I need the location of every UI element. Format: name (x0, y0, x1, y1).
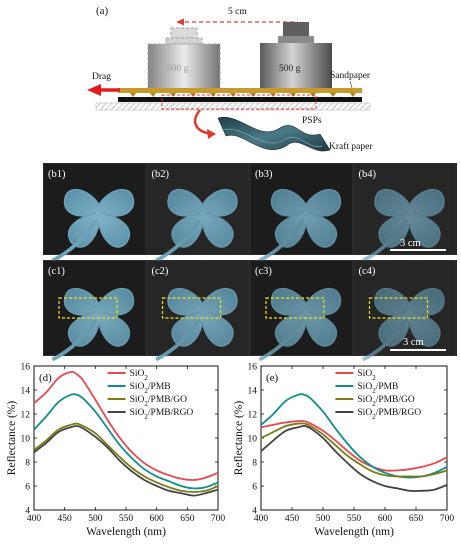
y-tick-label: 4 (252, 506, 257, 516)
photo-b-label: (b1) (48, 169, 66, 180)
drag-label: Drag (92, 72, 111, 82)
scale-bar-b-label: 3 cm (400, 238, 421, 249)
y-tick-label: 12 (248, 410, 258, 420)
distance-label: 5 cm (228, 7, 247, 17)
y-tick-label: 6 (25, 482, 30, 492)
photo-b-label: (b2) (152, 169, 170, 180)
panel-a-label: (a) (96, 5, 109, 17)
y-tick-label: 12 (21, 410, 31, 420)
plot-frame (260, 365, 448, 511)
y-axis-title: Reflectance (%) (6, 401, 18, 476)
x-tick-label: 700 (211, 514, 226, 524)
distance-arrow (176, 18, 298, 26)
photo-c-cell: (c3) (250, 260, 353, 362)
photo-b-cell: (b4) (353, 163, 457, 263)
x-tick-label: 600 (378, 514, 393, 524)
panel-a: (a) 5 cm 500 g 500 g (87, 5, 373, 152)
kraft-label: Kraft paper (329, 141, 373, 152)
photo-b-cell: (b1) (43, 163, 146, 263)
y-tick-label: 10 (21, 434, 31, 444)
legend-label: SiO2/PMB (357, 382, 398, 395)
psps-illustration (217, 116, 331, 152)
panel-label: (e) (266, 372, 279, 384)
x-tick-label: 650 (409, 514, 424, 524)
series-line (260, 393, 448, 479)
x-tick-label: 400 (254, 514, 269, 524)
y-tick-label: 8 (252, 458, 257, 468)
y-axis-title: Reflectance (%) (233, 401, 245, 476)
series-line (33, 370, 219, 481)
wear-region (265, 297, 325, 319)
x-tick-label: 550 (119, 514, 134, 524)
photo-c-cell: (c4) (353, 260, 457, 362)
x-tick-label: 450 (285, 514, 300, 524)
x-tick-label: 700 (440, 514, 455, 524)
weight-solid-label: 500 g (279, 64, 301, 74)
legend-label: SiO2/PMB (130, 382, 171, 395)
x-tick-label: 650 (180, 514, 195, 524)
chart-e: 400 450 500 550 600 650 700 4 6 8 10 12 14 16 Waveleng… (233, 362, 454, 538)
legend-label: SiO2 (357, 369, 376, 382)
series-line (260, 420, 448, 472)
y-tick-label: 16 (248, 362, 258, 372)
weight-solid-icon (260, 22, 332, 91)
wear-region (161, 297, 222, 319)
x-tick-label: 450 (58, 514, 73, 524)
weight-ghost-icon (147, 27, 221, 91)
photo-c-label: (c3) (255, 266, 272, 277)
series-line (33, 425, 219, 497)
drag-arrow (87, 84, 120, 96)
y-tick-label: 6 (252, 482, 257, 492)
legend-label: SiO2/PMB/RGO (130, 408, 194, 421)
y-tick-label: 16 (21, 362, 31, 372)
photo-c-label: (c1) (48, 266, 65, 277)
zoom-arrow (193, 109, 216, 139)
series-line (33, 393, 219, 490)
legend-label: SiO2 (130, 369, 149, 382)
panel-label: (d) (39, 372, 52, 384)
series-line (260, 425, 448, 492)
legend-label: SiO2/PMB/RGO (357, 408, 421, 421)
x-tick-label: 500 (88, 514, 103, 524)
y-tick-label: 10 (248, 434, 258, 444)
x-tick-label: 500 (316, 514, 331, 524)
sandpaper-label: Sandpaper (330, 71, 371, 81)
photo-b-cell: (b2) (146, 163, 250, 263)
y-tick-label: 14 (248, 386, 258, 396)
y-tick-label: 8 (25, 458, 30, 468)
wear-region (58, 297, 118, 319)
series-line (260, 422, 448, 478)
photo-b-label: (b3) (255, 169, 273, 180)
scale-bar-c-label: 3 cm (403, 337, 424, 348)
photo-c-cell: (c1) (43, 260, 146, 362)
photo-c-label: (c2) (152, 266, 169, 277)
photo-b-cell: (b3) (250, 163, 353, 263)
x-axis-title: Wavelength (nm) (314, 526, 394, 538)
photo-b-label: (b4) (359, 169, 377, 180)
y-tick-label: 4 (25, 506, 30, 516)
legend-label: SiO2/PMB/GO (357, 395, 415, 408)
x-tick-label: 400 (27, 514, 42, 524)
photo-grid: (b1) (b2) (b3) (b4) (c1) (c2) (c3) (c4) (43, 163, 457, 362)
psps-label: PSPs (302, 116, 322, 126)
zoom-region (161, 94, 317, 110)
x-axis-title: Wavelength (nm) (86, 526, 166, 538)
chart-d: 400 450 500 550 600 650 700 4 6 8 10 12 14 16 Waveleng… (6, 362, 225, 538)
series-line (33, 422, 219, 493)
substrate (118, 97, 362, 102)
legend-label: SiO2/PMB/GO (130, 395, 188, 408)
photo-c-cell: (c2) (146, 260, 250, 362)
photo-c-label: (c4) (359, 266, 376, 277)
x-tick-label: 550 (347, 514, 362, 524)
y-tick-label: 14 (21, 386, 31, 396)
weight-ghost-label: 500 g (167, 64, 189, 74)
wear-region (368, 297, 429, 319)
base-plate (95, 102, 371, 111)
x-tick-label: 600 (150, 514, 165, 524)
sandpaper-strip (118, 88, 362, 93)
